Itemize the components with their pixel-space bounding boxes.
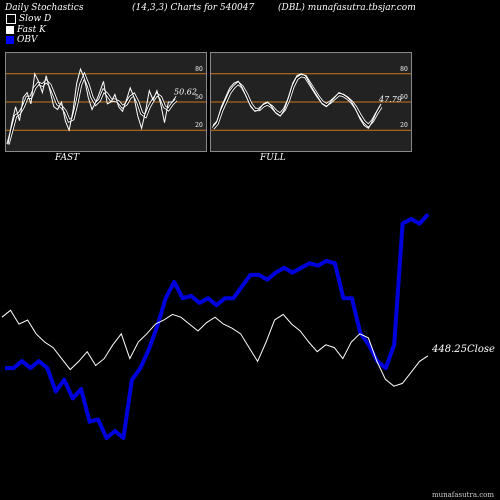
obv-line	[5, 212, 430, 440]
full-panel-label: FULL	[260, 153, 286, 163]
full-value-label: 47.79	[378, 95, 402, 104]
legend-label: Fast K	[17, 25, 46, 35]
price-line	[1, 309, 429, 387]
price-suffix: Close	[467, 344, 495, 355]
price-value: 448.25	[431, 344, 467, 355]
fast-fast-k-line	[7, 67, 177, 145]
full-fast-k-line	[212, 73, 382, 130]
fast-tick-label: 80	[195, 66, 203, 73]
header-left: Daily Stochastics	[5, 3, 84, 13]
fast-panel-label: FAST	[55, 153, 80, 163]
legend-obv: OBV	[6, 35, 38, 45]
legend-swatch-fast-k	[6, 26, 14, 34]
header-right: (DBL) munafasutra.tbsjar.com	[278, 3, 416, 13]
legend-label: Slow D	[19, 14, 52, 24]
full-tick-label: 80	[400, 66, 408, 73]
full-tick-label: 50	[400, 94, 408, 101]
fast-value-label: 50.62	[174, 87, 197, 96]
full-tick-label: 20	[400, 122, 408, 129]
price-label: 448.25Close	[431, 344, 495, 355]
fast-stoch-panel: 80 50 20 50.62	[5, 52, 207, 152]
fast-stoch-chart: 80 50 20 50.62	[6, 66, 206, 145]
header-center: (14,3,3) Charts for 540047	[132, 3, 255, 13]
fast-slow-d-line	[7, 73, 177, 145]
legend-swatch-obv	[6, 36, 14, 44]
fast-tick-label: 50	[195, 94, 203, 101]
full-stoch-panel: 80 50 20 47.79	[210, 52, 412, 152]
full-stoch-chart: 80 50 20 47.79	[211, 66, 411, 131]
legend-label: OBV	[17, 35, 38, 45]
fast-tick-label: 20	[195, 122, 203, 129]
legend-slow-d: Slow D	[6, 14, 51, 24]
legend-swatch-slow-d	[6, 14, 16, 24]
watermark: munafasutra.com	[431, 491, 494, 499]
legend-fast-k: Fast K	[6, 25, 46, 35]
